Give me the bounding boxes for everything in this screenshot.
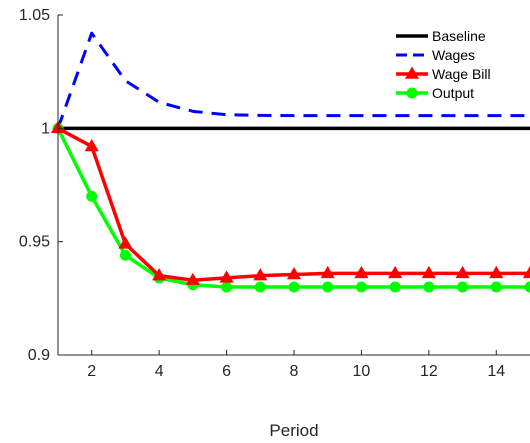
- data-point-wage-bill: [522, 265, 530, 279]
- legend-label-baseline: Baseline: [432, 28, 486, 44]
- data-point-wage-bill: [489, 265, 504, 279]
- x-tick-label: 8: [290, 363, 299, 380]
- legend-marker-output: [406, 87, 418, 99]
- data-point-wage-bill: [388, 265, 403, 279]
- legend-item-wage-bill: Wage Bill: [396, 66, 491, 82]
- data-point-output: [490, 281, 502, 293]
- x-axis-label: Period: [269, 421, 318, 440]
- data-point-wage-bill: [84, 138, 99, 152]
- x-tick-label: 6: [222, 363, 231, 380]
- legend-label-wages: Wages: [432, 47, 475, 63]
- x-tick-label: 10: [353, 363, 371, 380]
- series-line-wages: [56, 31, 530, 129]
- data-point-output: [254, 281, 266, 293]
- legend: Baseline Wages Wage Bill Output: [396, 28, 491, 101]
- data-point-wage-bill: [253, 268, 268, 281]
- x-tick-label: 4: [155, 363, 164, 380]
- data-point-output: [355, 281, 367, 293]
- legend-marker-wage-bill: [404, 66, 420, 79]
- data-point-output: [389, 281, 401, 293]
- x-tick-label: 12: [420, 363, 438, 380]
- legend-item-baseline: Baseline: [396, 28, 486, 44]
- data-point-output: [119, 249, 131, 261]
- x-tick-label: 2: [87, 363, 96, 380]
- y-tick-label: 1: [41, 120, 50, 137]
- data-point-output: [288, 281, 300, 293]
- data-point-wage-bill: [421, 265, 436, 279]
- data-point-wage-bill: [286, 267, 302, 280]
- legend-label-wage-bill: Wage Bill: [432, 66, 491, 82]
- ticks-layer: 2 4 6 8 10 12 14 0.9 0.95 1 1.05: [19, 7, 505, 380]
- data-point-wage-bill: [219, 270, 234, 283]
- series-layer: [50, 31, 530, 293]
- data-point-wage-bill: [185, 272, 200, 285]
- data-point-wage-bill: [118, 236, 133, 249]
- data-point-wage-bill: [354, 265, 369, 279]
- legend-item-output: Output: [396, 85, 474, 101]
- data-point-output: [457, 281, 469, 293]
- data-point-wage-bill: [320, 265, 335, 279]
- data-point-output: [524, 281, 530, 293]
- y-tick-label: 0.9: [28, 347, 50, 364]
- data-point-output: [423, 281, 435, 293]
- x-tick-label: 14: [487, 363, 505, 380]
- data-point-output: [86, 190, 98, 202]
- legend-label-output: Output: [432, 85, 474, 101]
- series-wage-bill: [50, 120, 530, 285]
- y-tick-label: 0.95: [19, 234, 50, 251]
- data-point-wage-bill: [152, 268, 167, 281]
- series-wages: [56, 31, 530, 129]
- plot-area: [58, 15, 530, 355]
- series-output: [52, 122, 530, 293]
- data-point-output: [221, 281, 233, 293]
- y-tick-label: 1.05: [19, 7, 50, 24]
- data-point-output: [322, 281, 334, 293]
- data-point-wage-bill: [455, 265, 470, 279]
- legend-item-wages: Wages: [396, 47, 475, 63]
